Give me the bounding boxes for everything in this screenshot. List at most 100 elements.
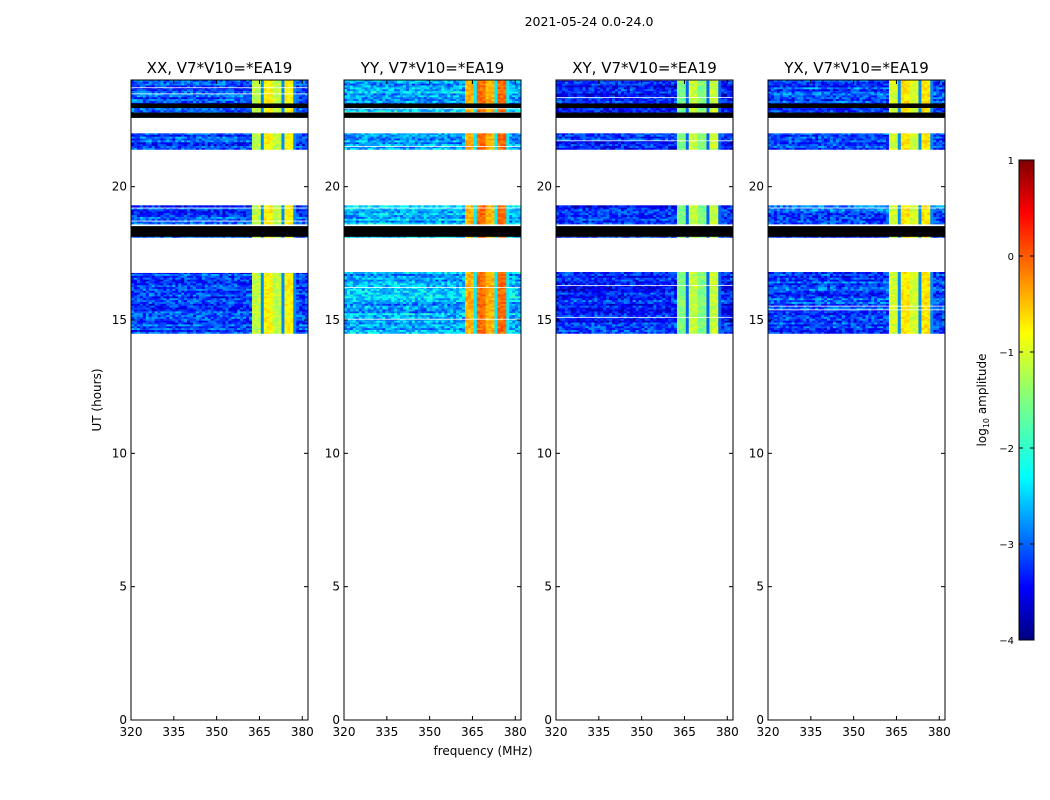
heatmap-cell [237, 273, 241, 276]
heatmap-cell [204, 98, 209, 101]
flagged-black-band [131, 112, 308, 118]
heatmap-cell [228, 136, 232, 139]
heatmap-cell [299, 209, 303, 212]
heatmap-cell [237, 316, 241, 319]
heatmap-cell [190, 98, 194, 101]
heatmap-cell [228, 309, 232, 312]
heatmap-cell [219, 96, 223, 100]
heatmap-cell [293, 325, 297, 329]
heatmap-cell [293, 277, 297, 280]
heatmap-cell [302, 325, 306, 329]
heatmap-cell [190, 141, 194, 145]
heatmap-cell [281, 292, 285, 295]
heatmap-cell [246, 109, 250, 113]
heatmap-cell [151, 147, 155, 150]
heatmap-cell [181, 209, 185, 212]
heatmap-cell [187, 88, 191, 92]
heatmap-cell [287, 331, 291, 334]
heatmap-cell [166, 331, 170, 334]
heatmap-cell [246, 140, 250, 143]
heatmap-cell [225, 108, 229, 111]
heatmap-cell [175, 90, 179, 92]
heatmap-cell [287, 290, 291, 293]
heatmap-cell [284, 294, 288, 297]
heatmap-cell [166, 329, 170, 332]
heatmap-cell [299, 288, 303, 291]
x-tick-label: 320 [120, 725, 143, 739]
heatmap-cell [272, 143, 276, 146]
heatmap-cell [195, 327, 200, 330]
heatmap-cell [225, 90, 229, 92]
heatmap-cell [266, 212, 271, 216]
heatmap-cell [275, 134, 279, 137]
heatmap-cell [420, 327, 425, 330]
heatmap-cell [219, 299, 223, 302]
heatmap-cell [201, 279, 206, 282]
heatmap-cell [145, 312, 150, 316]
heatmap-cell [198, 322, 203, 325]
heatmap-cell [192, 136, 197, 139]
heatmap-cell [299, 218, 303, 221]
heatmap-cell [299, 281, 303, 284]
heatmap-cell [278, 301, 282, 304]
heatmap-cell [131, 292, 135, 295]
heatmap-cell [305, 292, 308, 295]
heatmap-cell [234, 134, 238, 137]
heatmap-cell [190, 314, 194, 317]
heatmap-cell [145, 91, 150, 94]
heatmap-cell [254, 100, 259, 103]
heatmap-cell [254, 145, 259, 148]
heatmap-cell [243, 331, 247, 334]
heatmap-cell [290, 90, 294, 92]
heatmap-cell [154, 318, 158, 321]
heatmap-cell [175, 277, 179, 280]
heatmap-cell [198, 147, 203, 150]
heatmap-cell [178, 136, 182, 139]
heatmap-cell [190, 296, 194, 299]
heatmap-cell [131, 324, 135, 327]
heatmap-cell [210, 277, 214, 280]
heatmap-cell [299, 324, 303, 327]
heatmap-cell [198, 212, 203, 216]
heatmap-cell [145, 209, 150, 212]
heatmap-cell [163, 133, 167, 135]
heatmap-cell [284, 296, 288, 299]
heatmap-cell [184, 294, 188, 297]
heatmap-cell [266, 133, 271, 135]
heatmap-cell [201, 212, 206, 216]
heatmap-cell [184, 136, 188, 139]
heatmap-cell [367, 329, 371, 332]
heatmap-cell [198, 90, 203, 92]
heatmap-cell [219, 307, 223, 310]
heatmap-cell [225, 327, 229, 330]
heatmap-cell [169, 108, 173, 111]
heatmap-cell [131, 83, 135, 86]
heatmap-cell [305, 279, 308, 282]
heatmap-cell [382, 327, 386, 330]
heatmap-cell [272, 216, 276, 219]
heatmap-cell [213, 309, 217, 312]
heatmap-cell [228, 218, 232, 221]
heatmap-cell [219, 286, 223, 289]
heatmap-cell [476, 327, 481, 330]
heatmap-cell [207, 296, 212, 299]
heatmap-cell [195, 109, 200, 113]
heatmap-cell [269, 88, 273, 92]
heatmap-cell [172, 222, 176, 225]
heatmap-cell [178, 307, 182, 310]
heatmap-cell [222, 140, 226, 143]
heatmap-cell [216, 91, 220, 94]
heatmap-cell [184, 310, 188, 314]
heatmap-cell [178, 312, 182, 316]
heatmap-cell [266, 143, 271, 146]
heatmap-cell [210, 100, 214, 103]
heatmap-cell [234, 216, 238, 219]
heatmap-cell [216, 138, 220, 141]
heatmap-cell [299, 205, 303, 208]
heatmap-cell [151, 305, 155, 308]
heatmap-cell [278, 81, 282, 84]
heatmap-cell [169, 275, 173, 278]
heatmap-cell [216, 288, 220, 291]
heatmap-cell [201, 305, 206, 308]
heatmap-cell [376, 331, 380, 334]
